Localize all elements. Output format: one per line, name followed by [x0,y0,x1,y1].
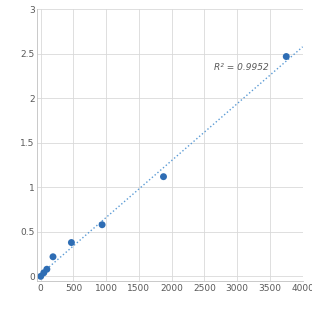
Point [38,274,43,279]
Point [51,254,56,259]
Point [100,222,105,227]
Point [161,174,166,179]
Point [41,270,46,275]
Point [44,267,49,272]
Text: R² = 0.9952: R² = 0.9952 [214,63,269,72]
Point [284,54,289,59]
Point [69,240,74,245]
